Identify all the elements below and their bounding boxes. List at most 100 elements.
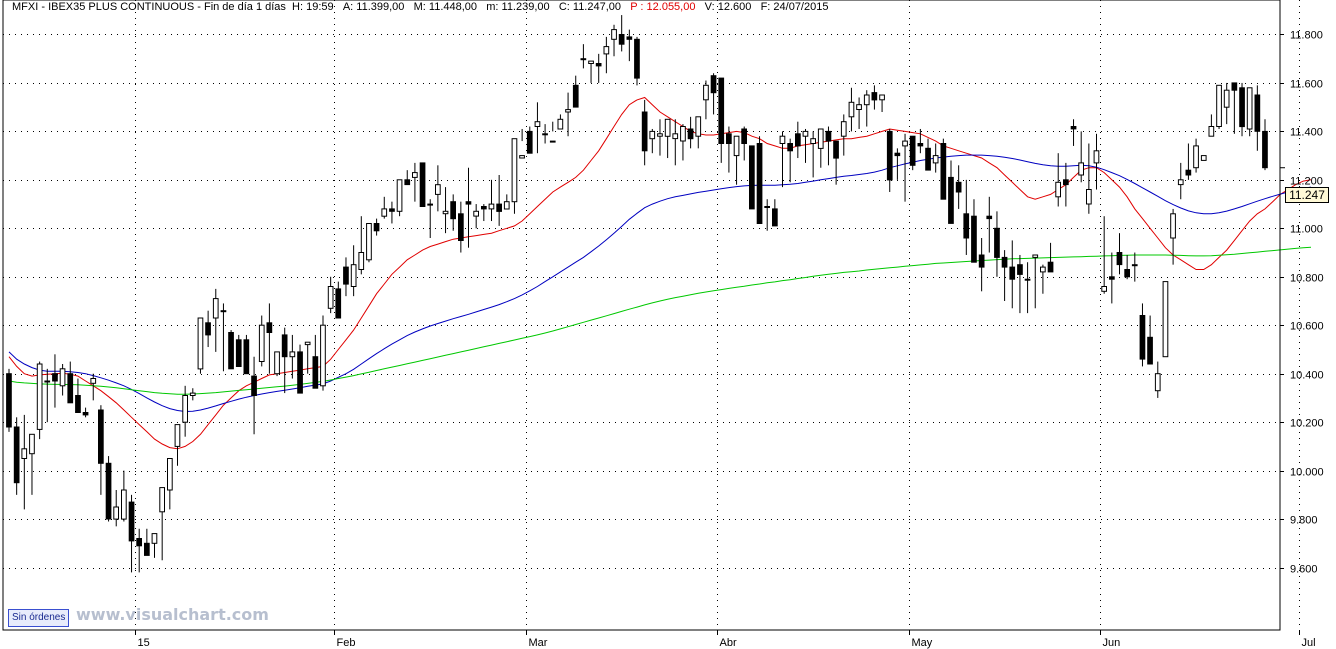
candle[interactable] [450,194,456,231]
candle[interactable] [894,148,901,180]
candle[interactable] [144,528,150,556]
candle[interactable] [1254,85,1261,151]
candle[interactable] [1208,114,1215,137]
candle[interactable] [948,160,954,224]
candle[interactable] [167,458,173,510]
candle[interactable] [955,165,962,209]
candle[interactable] [404,170,411,186]
candle[interactable] [925,138,931,171]
candle[interactable] [151,533,158,558]
candle[interactable] [519,128,525,159]
candle[interactable] [435,165,441,212]
candle[interactable] [266,303,273,374]
candle[interactable] [1001,250,1008,301]
candle[interactable] [52,354,58,408]
candle[interactable] [909,135,916,171]
candle[interactable] [687,116,694,149]
candle[interactable] [856,97,862,129]
candle[interactable] [871,85,878,110]
candle[interactable] [220,303,227,372]
candle[interactable] [879,94,885,112]
candle[interactable] [297,344,303,394]
candle[interactable] [526,126,533,154]
candle[interactable] [549,121,556,143]
candle[interactable] [542,124,548,144]
candle[interactable] [1131,252,1138,282]
candle[interactable] [381,196,388,219]
candle[interactable] [21,414,28,510]
candle[interactable] [710,73,717,115]
candle[interactable] [1124,254,1131,280]
candle[interactable] [496,175,502,226]
candle[interactable] [488,179,495,222]
candle[interactable] [1086,143,1092,214]
candle[interactable] [672,119,679,166]
candle[interactable] [6,368,12,432]
candle[interactable] [863,90,870,127]
candle[interactable] [886,128,893,192]
candle[interactable] [626,29,633,62]
candle[interactable] [228,330,234,370]
candle[interactable] [1200,155,1207,161]
candle[interactable] [817,128,824,168]
candle[interactable] [680,124,686,161]
candle[interactable] [718,77,725,163]
candle[interactable] [1193,138,1199,173]
candle[interactable] [159,487,166,561]
candle[interactable] [840,114,847,156]
candle[interactable] [243,334,250,375]
candle[interactable] [580,44,587,69]
candle[interactable] [503,194,510,210]
candle[interactable] [1185,143,1192,180]
candle[interactable] [304,341,311,374]
candle[interactable] [733,135,740,185]
candle[interactable] [787,138,793,183]
candle[interactable] [174,424,181,466]
candle[interactable] [641,99,648,166]
candle[interactable] [511,138,518,214]
candle[interactable] [779,131,786,188]
candle[interactable] [611,24,617,57]
candle[interactable] [412,162,418,202]
candle[interactable] [458,201,464,253]
candle[interactable] [703,80,709,120]
candle[interactable] [320,315,326,391]
candle[interactable] [603,36,610,74]
candle[interactable] [389,201,395,224]
candle[interactable] [1070,119,1077,146]
candle[interactable] [971,199,977,263]
candle[interactable] [848,87,855,132]
candle[interactable] [1009,240,1016,309]
candle[interactable] [994,211,1000,277]
candle[interactable] [29,433,35,495]
candle[interactable] [726,126,732,173]
candle[interactable] [1024,262,1031,314]
candle[interactable] [1040,264,1046,294]
candle[interactable] [44,368,51,423]
candle[interactable] [281,327,288,394]
candle[interactable] [1017,254,1023,314]
candle[interactable] [427,199,433,238]
candle[interactable] [366,223,372,263]
candle[interactable] [756,136,763,224]
candle[interactable] [1063,162,1069,207]
candle[interactable] [251,356,257,435]
candle[interactable] [565,92,571,137]
candle[interactable] [189,388,196,401]
candle[interactable] [1093,133,1100,190]
candle[interactable] [932,143,939,173]
candle[interactable] [1162,281,1169,358]
candle[interactable] [212,288,219,352]
candle[interactable] [343,257,349,297]
candle[interactable] [902,133,908,202]
candle[interactable] [795,121,801,159]
candle[interactable] [634,36,640,86]
candle[interactable] [1139,303,1146,367]
candle[interactable] [136,528,143,573]
candle[interactable] [235,334,242,367]
candle[interactable] [289,334,296,379]
candle[interactable] [741,126,747,161]
candle[interactable] [749,145,755,210]
candle[interactable] [113,490,120,527]
